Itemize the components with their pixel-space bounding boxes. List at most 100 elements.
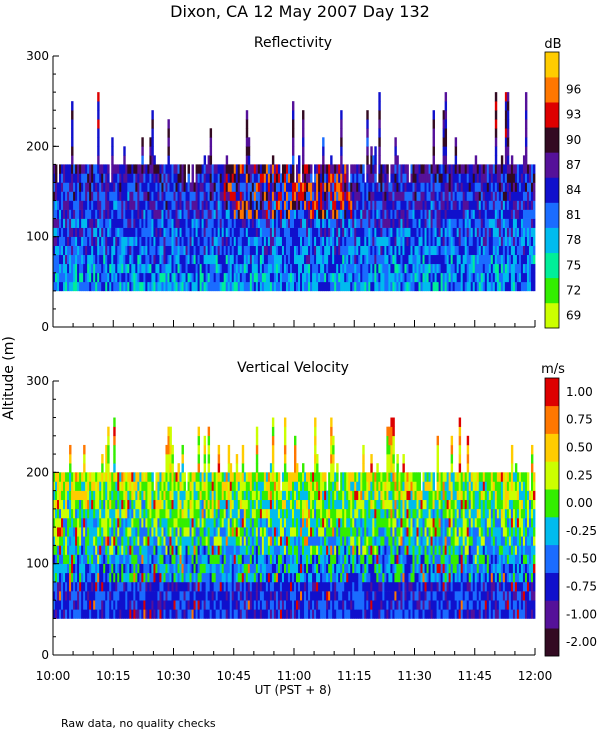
- heat-cell: [500, 218, 504, 228]
- heat-cell: [446, 281, 450, 292]
- heat-cell: [320, 254, 323, 265]
- heat-cell: [209, 490, 213, 501]
- heat-cell: [103, 581, 106, 592]
- heat-cell: [117, 481, 120, 491]
- heat-cell: [83, 472, 86, 482]
- heat-cell: [223, 272, 227, 283]
- heat-cell: [195, 254, 198, 265]
- heat-cell: [211, 481, 215, 491]
- heat-cell: [127, 254, 130, 265]
- heat-cell: [506, 137, 510, 147]
- heat-cell: [203, 481, 207, 491]
- heat-cell: [117, 227, 120, 237]
- heat-cell: [209, 164, 213, 174]
- heat-cell: [287, 173, 291, 183]
- heat-cell: [289, 254, 293, 265]
- heat-cell: [348, 245, 351, 256]
- heat-cell: [281, 272, 285, 283]
- heat-cell: [388, 254, 391, 265]
- heat-cell: [91, 563, 94, 574]
- heat-cell: [462, 236, 466, 246]
- heat-cell: [398, 227, 401, 237]
- heat-cell: [464, 281, 468, 292]
- heat-cell: [384, 173, 387, 183]
- heat-cell: [227, 164, 231, 174]
- heat-cell: [197, 426, 201, 437]
- heat-cell: [173, 581, 176, 592]
- heat-cell: [63, 209, 66, 219]
- heat-cell: [328, 191, 331, 201]
- heat-cell: [165, 472, 168, 482]
- heat-cell: [89, 591, 92, 601]
- heat-cell: [71, 472, 74, 482]
- heat-cell: [253, 191, 257, 201]
- heat-cell: [452, 254, 456, 265]
- heat-cell: [225, 263, 229, 274]
- heat-cell: [139, 263, 142, 274]
- heat-cell: [87, 182, 90, 192]
- heat-cell: [392, 281, 395, 292]
- heat-cell: [366, 155, 369, 165]
- heat-cell: [191, 591, 194, 601]
- heat-cell: [107, 463, 110, 473]
- heat-cell: [105, 454, 108, 464]
- heat-cell: [149, 508, 152, 519]
- heat-cell: [207, 218, 211, 228]
- heat-cell: [454, 281, 458, 292]
- heat-cell: [133, 182, 136, 192]
- heat-cell: [221, 281, 225, 292]
- heat-cell: [434, 227, 437, 237]
- heat-cell: [416, 191, 419, 201]
- heat-cell: [384, 209, 387, 219]
- heat-cell: [312, 227, 315, 237]
- heat-cell: [57, 527, 60, 537]
- heat-cell: [324, 164, 327, 174]
- heat-cell: [189, 490, 192, 501]
- heat-cell: [115, 272, 118, 283]
- heat-cell: [185, 263, 188, 274]
- heat-cell: [249, 227, 253, 237]
- heat-cell: [89, 191, 92, 201]
- heat-cell: [332, 209, 335, 219]
- heat-cell: [398, 245, 401, 256]
- heat-cell: [500, 209, 504, 219]
- heat-cell: [159, 518, 162, 528]
- heat-cell: [183, 572, 186, 583]
- heat-cell: [484, 191, 488, 201]
- heat-cell: [418, 218, 421, 228]
- heat-cell: [324, 236, 327, 246]
- heat-cell: [161, 245, 164, 256]
- heat-cell: [382, 227, 385, 237]
- heat-cell: [348, 218, 351, 228]
- velocity-heatmap: [53, 417, 536, 619]
- heat-cell: [287, 236, 291, 246]
- heat-cell: [245, 155, 249, 165]
- heat-cell: [257, 272, 261, 283]
- heat-cell: [121, 472, 124, 482]
- heat-cell: [183, 499, 186, 510]
- heat-cell: [109, 527, 112, 537]
- heat-cell: [95, 272, 98, 283]
- heat-cell: [332, 191, 335, 201]
- heat-cell: [408, 281, 411, 292]
- heat-cell: [304, 254, 307, 265]
- heat-cell: [312, 245, 315, 256]
- heat-cell: [492, 209, 496, 219]
- heat-cell: [408, 254, 411, 265]
- heat-cell: [386, 182, 389, 192]
- heat-cell: [203, 236, 207, 246]
- heat-cell: [165, 164, 168, 174]
- heat-cell: [189, 554, 192, 564]
- heat-cell: [376, 191, 379, 201]
- heat-cell: [71, 218, 74, 228]
- heat-cell: [422, 182, 425, 192]
- heat-cell: [177, 563, 180, 574]
- heat-cell: [400, 245, 403, 256]
- heat-cell: [71, 563, 74, 574]
- heat-cell: [532, 272, 536, 283]
- heat-cell: [352, 173, 355, 183]
- heat-cell: [91, 263, 94, 274]
- heat-cell: [304, 227, 307, 237]
- heat-cell: [271, 227, 275, 237]
